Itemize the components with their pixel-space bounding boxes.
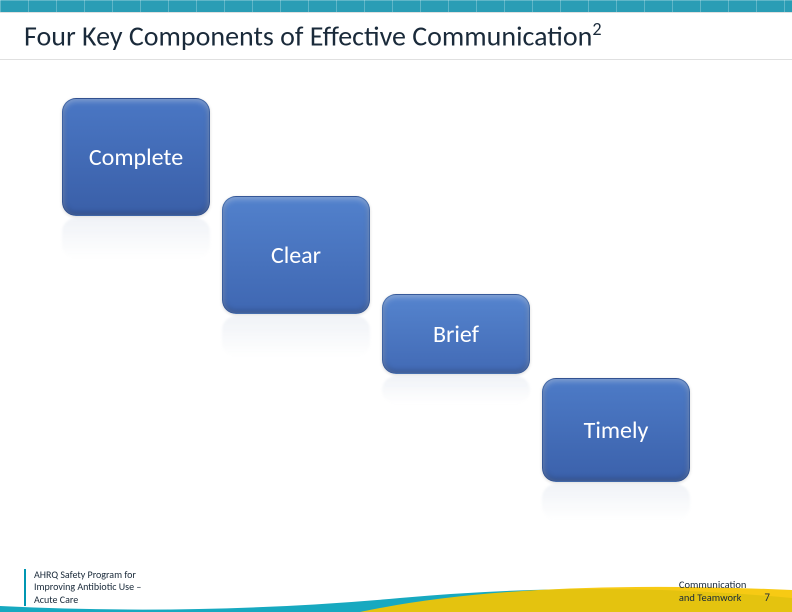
component-box-reflection: [382, 376, 530, 404]
footer-topic-l2: and Teamwork: [679, 591, 747, 604]
stair-boxes: Complete Clear Brief Timely: [62, 98, 742, 518]
title-bar: Four Key Components of Effective Communi…: [0, 12, 792, 60]
component-box-label: Complete: [89, 143, 183, 172]
slide-title: Four Key Components of Effective Communi…: [24, 18, 602, 53]
slide-title-text: Four Key Components of Effective Communi…: [24, 19, 592, 54]
component-box-complete: Complete: [62, 98, 210, 216]
footer-topic-l1: Communication: [679, 578, 747, 591]
page-number: 7: [764, 591, 770, 604]
component-box-reflection: [62, 218, 210, 259]
component-box-reflection: [542, 484, 690, 520]
component-box-timely: Timely: [542, 378, 690, 482]
footer-program: AHRQ Safety Program for Improving Antibi…: [24, 569, 194, 607]
component-box-label: Brief: [433, 320, 479, 349]
footer-topic: Communication and Teamwork: [679, 578, 747, 604]
slide-title-sup: 2: [592, 18, 601, 40]
footer-program-l3: Acute Care: [34, 594, 194, 607]
component-box-reflection: [222, 316, 370, 357]
component-box-brief: Brief: [382, 294, 530, 374]
component-box-label: Clear: [271, 241, 321, 270]
component-box-label: Timely: [584, 416, 649, 445]
footer-program-l2: Improving Antibiotic Use –: [34, 581, 194, 594]
component-box-clear: Clear: [222, 196, 370, 314]
